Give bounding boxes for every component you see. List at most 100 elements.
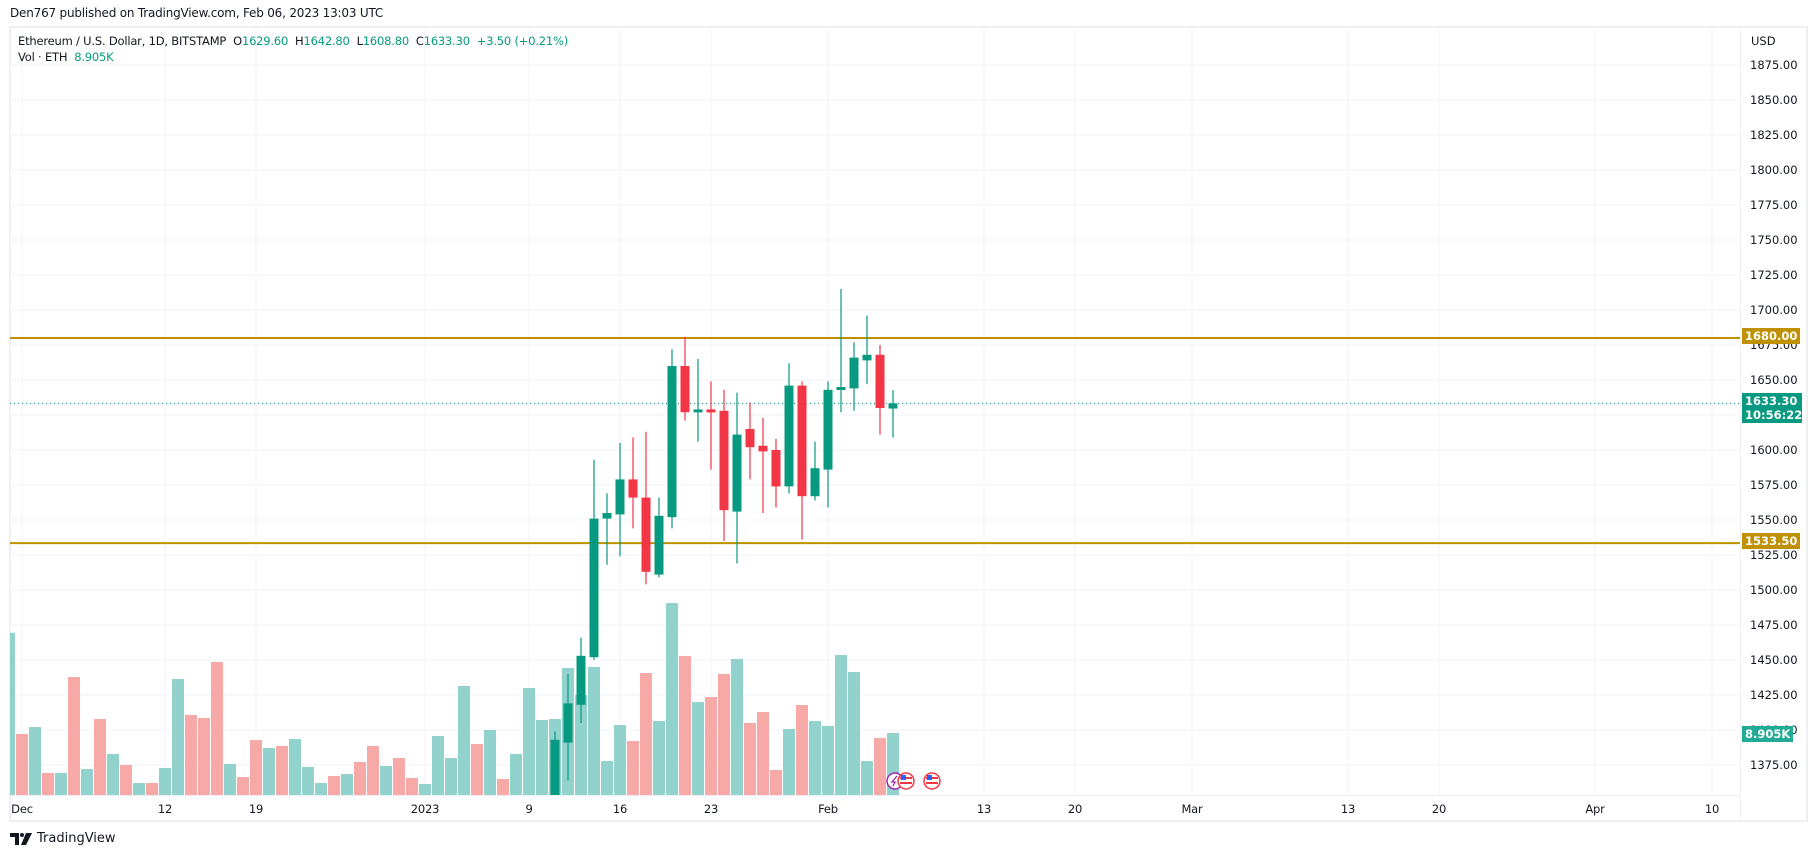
candle[interactable] — [654, 497, 664, 578]
price-tick-label: 1525.00 — [1750, 548, 1798, 562]
price-tick-label: 1750.00 — [1750, 233, 1798, 247]
time-tick-label: Feb — [818, 802, 838, 816]
volume-bar — [666, 603, 678, 795]
candle[interactable] — [823, 381, 833, 508]
volume-bar — [354, 761, 366, 795]
volume-bar — [523, 687, 535, 795]
candle[interactable] — [628, 437, 638, 529]
volume-legend-row: Vol · ETH 8.905K — [18, 49, 568, 65]
candle[interactable] — [862, 315, 872, 385]
volume-bar — [393, 758, 405, 795]
volume-bar — [250, 739, 262, 795]
volume-bar — [263, 747, 275, 795]
volume-bar — [809, 720, 821, 795]
volume-bar — [432, 736, 444, 795]
candle[interactable] — [836, 289, 846, 413]
chart-frame — [9, 26, 1808, 822]
price-tick-label: 1775.00 — [1750, 198, 1798, 212]
volume-bar — [380, 766, 392, 795]
close-value: 1633.30 — [423, 34, 470, 48]
volume-bar — [835, 655, 847, 795]
time-tick-label: Mar — [1181, 802, 1203, 816]
volume-value: 8.905K — [74, 50, 114, 64]
candle[interactable] — [732, 392, 742, 564]
candle[interactable] — [693, 359, 703, 442]
candle[interactable] — [667, 349, 677, 529]
candle[interactable] — [589, 459, 599, 660]
close-label: C — [415, 34, 424, 48]
volume-label[interactable]: Vol · ETH — [18, 50, 68, 64]
time-tick-label: 13 — [1340, 802, 1356, 816]
volume-bar — [55, 772, 67, 795]
volume-bar — [445, 758, 457, 795]
high-value: 1642.80 — [303, 34, 350, 48]
price-axis[interactable]: USD 1875.00 1850.00 1825.00 1800.00 1775.00 1… — [1740, 27, 1807, 822]
candle[interactable] — [602, 493, 612, 565]
candle[interactable] — [810, 441, 820, 501]
price-tick-label: 1450.00 — [1750, 653, 1798, 667]
candle[interactable] — [576, 637, 586, 723]
volume-bar — [289, 739, 301, 795]
tradingview-logo-icon — [10, 832, 32, 845]
volume-bar — [237, 777, 249, 795]
candle[interactable] — [758, 417, 768, 513]
volume-bar — [198, 717, 210, 795]
candle[interactable] — [680, 336, 690, 421]
time-tick-label: 2023 — [410, 802, 440, 816]
time-tick-label: 20 — [1067, 802, 1083, 816]
volume-bar — [640, 672, 652, 795]
volume-bar — [68, 677, 80, 795]
volume-bar — [16, 733, 28, 795]
symbol-title[interactable]: Ethereum / U.S. Dollar, 1D, BITSTAMP — [18, 34, 227, 48]
us-flag-event-icon[interactable] — [897, 772, 915, 790]
time-tick-label: 9 — [525, 802, 533, 816]
time-tick-label: 20 — [1431, 802, 1447, 816]
candle[interactable] — [563, 674, 573, 781]
volume-bar — [861, 761, 873, 795]
volume-bar — [458, 686, 470, 795]
price-tick-label: 1375.00 — [1750, 758, 1798, 772]
volume-bar — [341, 773, 353, 795]
volume-bar — [731, 658, 743, 795]
price-tick-label: 1650.00 — [1750, 373, 1798, 387]
chart-pane[interactable] — [10, 27, 1740, 795]
candle[interactable] — [888, 390, 898, 438]
volume-badge: 8.905K — [1742, 726, 1794, 742]
candle[interactable] — [615, 443, 625, 557]
volume-bar — [276, 745, 288, 795]
low-label: L — [356, 34, 363, 48]
bar-countdown: 10:56:22 — [1745, 408, 1803, 422]
price-tick-label: 1550.00 — [1750, 513, 1798, 527]
price-tick-label: 1700.00 — [1750, 303, 1798, 317]
volume-bar — [627, 741, 639, 795]
volume-bar — [575, 695, 587, 795]
price-tick-label: 1500.00 — [1750, 583, 1798, 597]
volume-bar — [328, 775, 340, 795]
candle[interactable] — [550, 731, 560, 795]
volume-bar — [81, 769, 93, 795]
candle[interactable] — [784, 363, 794, 494]
publisher-line: Den767 published on TradingView.com, Feb… — [10, 6, 384, 20]
time-axis[interactable]: Dec 12 19 2023 9 16 23 Feb 13 20 Mar 13 20 Apr 10 — [10, 795, 1740, 822]
tradingview-logo[interactable]: TradingView — [10, 831, 116, 846]
candle[interactable] — [797, 381, 807, 540]
price-tick-label: 1800.00 — [1750, 163, 1798, 177]
volume-bar — [692, 702, 704, 795]
candle[interactable] — [745, 402, 755, 480]
time-tick-label: 12 — [157, 802, 173, 816]
candle[interactable] — [719, 389, 729, 541]
volume-bar — [471, 744, 483, 795]
volume-bar — [484, 730, 496, 795]
chart-legend: Ethereum / U.S. Dollar, 1D, BITSTAMP O16… — [18, 33, 568, 65]
candle[interactable] — [706, 381, 716, 470]
low-value: 1608.80 — [362, 34, 409, 48]
volume-bar — [705, 697, 717, 795]
candle[interactable] — [641, 431, 651, 585]
us-flag-event-icon[interactable] — [923, 772, 941, 790]
candle[interactable] — [849, 342, 859, 411]
candle[interactable] — [875, 345, 885, 435]
candle[interactable] — [771, 438, 781, 508]
brand-name: TradingView — [37, 831, 116, 846]
candlestick-chart[interactable] — [10, 27, 1740, 795]
resistance-price-badge: 1680.00 — [1742, 328, 1801, 344]
